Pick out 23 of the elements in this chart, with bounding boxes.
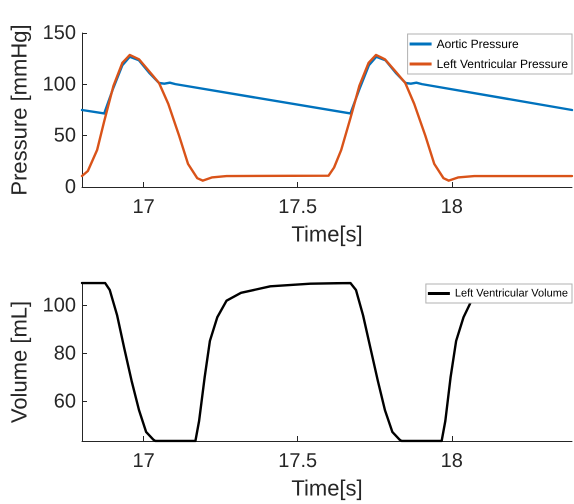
line-series <box>80 282 472 442</box>
y-tick-label: 50 <box>54 124 76 147</box>
y-axis-title: Pressure [mmHg] <box>6 24 32 196</box>
x-tick-label: 18 <box>440 450 463 472</box>
x-tick-label: 17.5 <box>278 196 318 218</box>
y-tick-label: 60 <box>54 390 76 412</box>
y-tick-label: 0 <box>64 176 76 198</box>
x-tick-label: 17 <box>132 450 155 472</box>
x-tick-label: 17.5 <box>278 450 318 472</box>
x-axis-title: Time[s] <box>291 222 363 246</box>
y-tick-label: 80 <box>54 342 76 364</box>
line-series <box>80 54 574 182</box>
x-tick-label: 18 <box>440 196 463 218</box>
y-axis-title: Volume [mL] <box>6 300 32 424</box>
legend-label: Left Ventricular Pressure <box>436 57 568 71</box>
y-tick-label: 100 <box>42 294 76 317</box>
y-tick-label: 150 <box>42 22 76 44</box>
legend-label: Left Ventricular Volume <box>454 288 568 300</box>
x-axis-title: Time[s] <box>291 476 363 500</box>
y-tick-label: 100 <box>42 73 76 96</box>
x-tick-label: 17 <box>132 196 155 218</box>
line-series <box>80 56 574 115</box>
legend-label: Aortic Pressure <box>436 37 519 51</box>
